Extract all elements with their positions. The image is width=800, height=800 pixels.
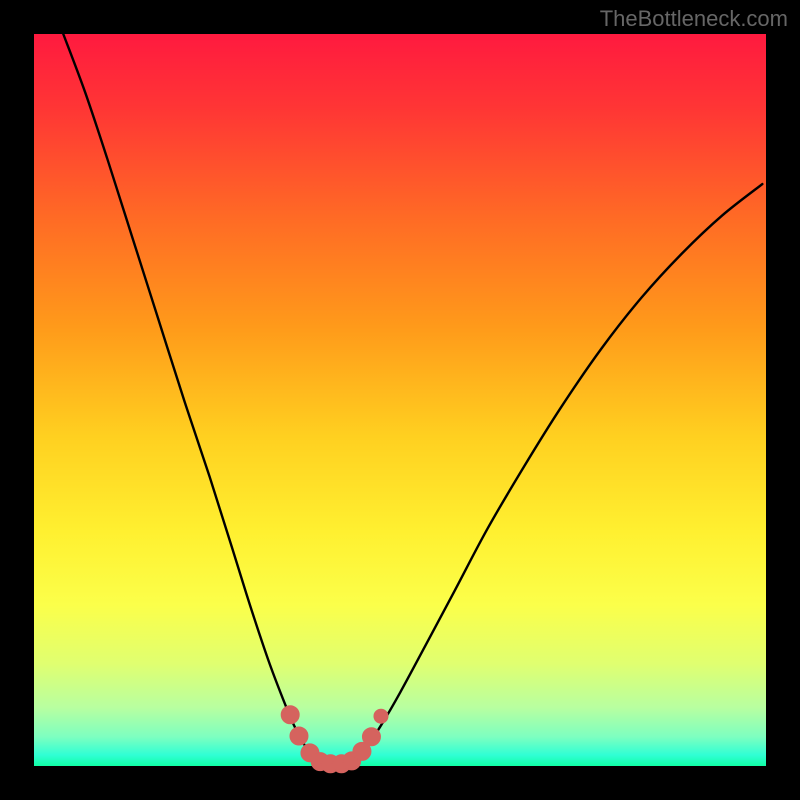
watermark-text: TheBottleneck.com — [600, 6, 788, 32]
chart-container: TheBottleneck.com — [0, 0, 800, 800]
plot-background — [34, 34, 766, 766]
